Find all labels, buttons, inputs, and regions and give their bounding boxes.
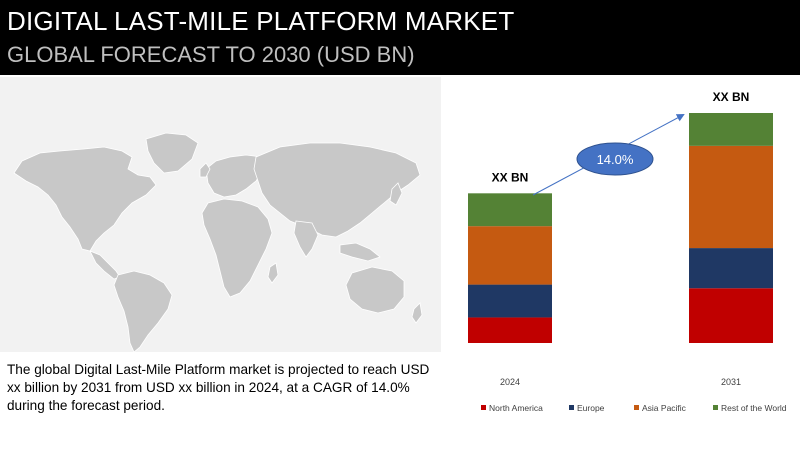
legend-swatch-europe bbox=[569, 405, 574, 410]
legend-swatch-asia-pacific bbox=[634, 405, 639, 410]
map-new-zealand bbox=[411, 302, 423, 324]
legend-label-north-america: North America bbox=[489, 403, 543, 413]
page-title: DIGITAL LAST-MILE PLATFORM MARKET bbox=[7, 6, 515, 36]
map-south-america bbox=[113, 270, 173, 352]
map-central-america bbox=[89, 250, 121, 280]
bar-2024-north-america bbox=[468, 317, 552, 343]
bar-2031-north-america bbox=[689, 288, 773, 343]
map-europe bbox=[205, 154, 265, 198]
header-banner: DIGITAL LAST-MILE PLATFORM MARKET GLOBAL… bbox=[0, 0, 800, 75]
map-asia bbox=[253, 142, 421, 238]
bar-2031-europe bbox=[689, 248, 773, 289]
map-japan bbox=[389, 182, 403, 206]
legend-label-europe: Europe bbox=[577, 403, 605, 413]
map-greenland bbox=[145, 132, 199, 174]
bar-2024-asia-pacific bbox=[468, 226, 552, 285]
map-panel bbox=[0, 77, 441, 352]
bar-2031-asia-pacific bbox=[689, 145, 773, 249]
map-se-asia bbox=[339, 242, 381, 262]
map-north-america bbox=[13, 146, 157, 252]
legend-swatch-north-america bbox=[481, 405, 486, 410]
bar-2024-europe bbox=[468, 284, 552, 318]
legend-label-rest-of-the-world: Rest of the World bbox=[721, 403, 787, 413]
market-chart: XX BN 2024 XX BN 2031 14.0% North America Euro… bbox=[468, 90, 787, 413]
map-africa bbox=[201, 198, 273, 298]
bar-total-label-2024: XX BN bbox=[492, 170, 529, 184]
market-description: The global Digital Last-Mile Platform ma… bbox=[7, 362, 430, 413]
cagr-label: 14.0% bbox=[597, 152, 634, 167]
bar-2031-rest-of-the-world bbox=[689, 113, 773, 146]
x-tick-label-2031: 2031 bbox=[721, 377, 741, 387]
map-uk bbox=[199, 162, 211, 178]
bar-total-label-2031: XX BN bbox=[713, 90, 750, 104]
page-subtitle: GLOBAL FORECAST TO 2030 (USD BN) bbox=[7, 42, 415, 67]
world-map-icon bbox=[13, 132, 423, 352]
cagr-bubble bbox=[576, 142, 654, 176]
bar-2024-rest-of-the-world bbox=[468, 193, 552, 227]
legend-swatch-rest-of-the-world bbox=[713, 405, 718, 410]
map-india bbox=[293, 220, 319, 258]
legend-label-asia-pacific: Asia Pacific bbox=[642, 403, 687, 413]
x-tick-label-2024: 2024 bbox=[500, 377, 520, 387]
map-madagascar bbox=[267, 262, 279, 284]
map-australia bbox=[345, 266, 405, 314]
